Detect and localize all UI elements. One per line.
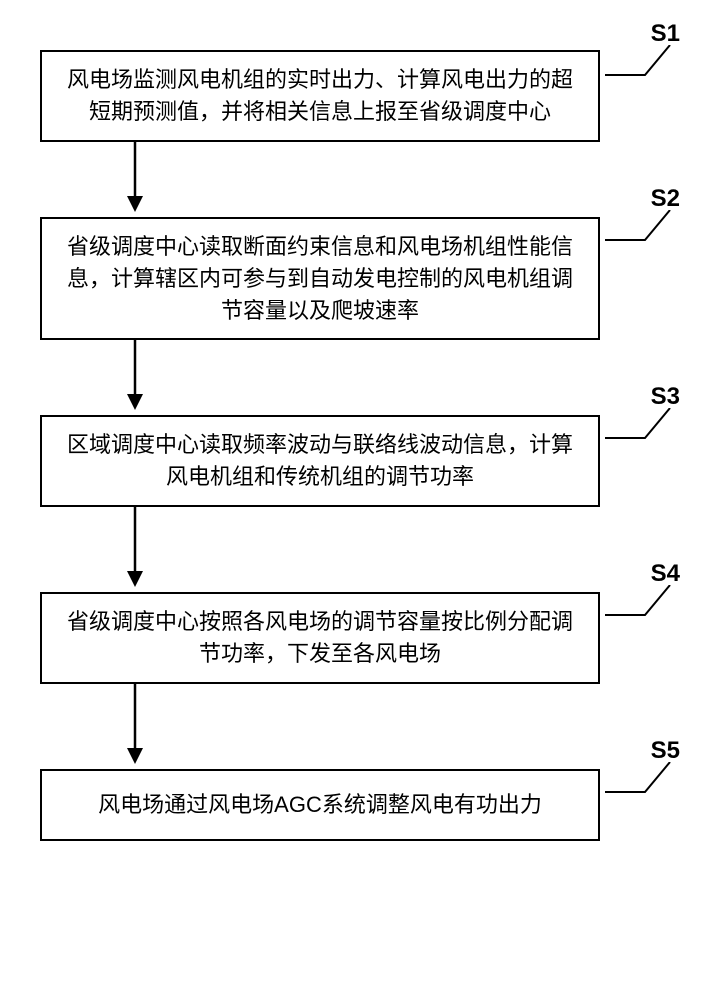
- step-s2-wrapper: S2 省级调度中心读取断面约束信息和风电场机组性能信息，计算辖区内可参与到自动发…: [40, 217, 670, 341]
- step-label-s1: S1: [651, 20, 680, 48]
- step-box-s3: 区域调度中心读取频率波动与联络线波动信息，计算风电机组和传统机组的调节功率: [40, 415, 600, 507]
- step-box-s4: 省级调度中心按照各风电场的调节容量按比例分配调节功率，下发至各风电场: [40, 592, 600, 684]
- label-connector-s2: [605, 210, 675, 245]
- step-s4-wrapper: S4 省级调度中心按照各风电场的调节容量按比例分配调节功率，下发至各风电场: [40, 592, 670, 684]
- step-s5-wrapper: S5 风电场通过风电场AGC系统调整风电有功出力: [40, 769, 670, 841]
- flowchart-container: S1 风电场监测风电机组的实时出力、计算风电出力的超短期预测值，并将相关信息上报…: [40, 20, 670, 841]
- arrow-s3-s4: [40, 507, 670, 587]
- step-s1-wrapper: S1 风电场监测风电机组的实时出力、计算风电出力的超短期预测值，并将相关信息上报…: [40, 50, 670, 142]
- step-label-s2: S2: [651, 185, 680, 213]
- step-box-s2: 省级调度中心读取断面约束信息和风电场机组性能信息，计算辖区内可参与到自动发电控制…: [40, 217, 600, 341]
- step-label-s3: S3: [651, 383, 680, 411]
- step-label-s5: S5: [651, 737, 680, 765]
- arrow-s4-s5: [40, 684, 670, 764]
- step-box-s5: 风电场通过风电场AGC系统调整风电有功出力: [40, 769, 600, 841]
- step-s3-wrapper: S3 区域调度中心读取频率波动与联络线波动信息，计算风电机组和传统机组的调节功率: [40, 415, 670, 507]
- step-box-s1: 风电场监测风电机组的实时出力、计算风电出力的超短期预测值，并将相关信息上报至省级…: [40, 50, 600, 142]
- arrow-s1-s2: [40, 142, 670, 212]
- arrow-s2-s3: [40, 340, 670, 410]
- label-connector-s5: [605, 762, 675, 797]
- step-label-s4: S4: [651, 560, 680, 588]
- label-connector-s1: [605, 45, 675, 80]
- label-connector-s3: [605, 408, 675, 443]
- label-connector-s4: [605, 585, 675, 620]
